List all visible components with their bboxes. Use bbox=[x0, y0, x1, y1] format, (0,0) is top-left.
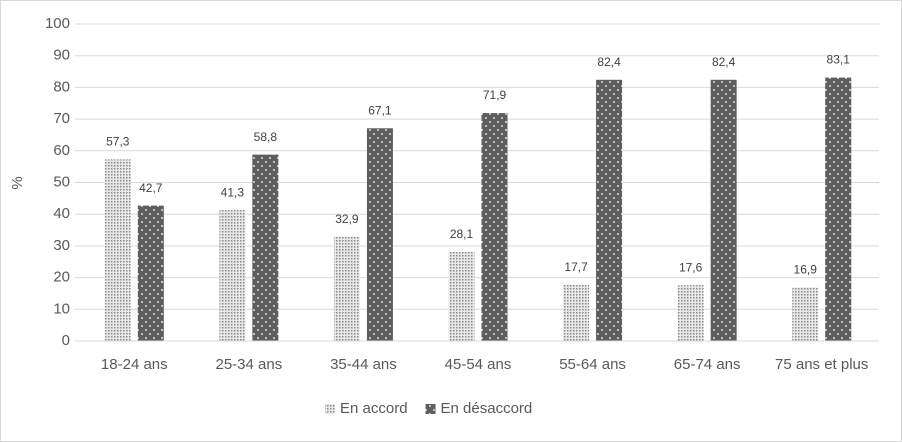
value-label: 17,7 bbox=[564, 260, 588, 274]
y-axis-label: % bbox=[9, 176, 26, 189]
bar bbox=[366, 128, 393, 341]
value-label: 82,4 bbox=[712, 55, 736, 69]
value-label: 83,1 bbox=[827, 53, 851, 67]
legend-swatch bbox=[325, 404, 335, 414]
y-tick-label: 40 bbox=[53, 205, 70, 222]
value-label: 57,3 bbox=[106, 135, 130, 149]
value-label: 58,8 bbox=[254, 130, 278, 144]
y-tick-label: 80 bbox=[53, 78, 70, 95]
value-label: 16,9 bbox=[794, 263, 818, 277]
bar bbox=[333, 236, 360, 341]
legend-swatch bbox=[425, 404, 436, 414]
bar bbox=[596, 79, 623, 342]
value-label: 17,6 bbox=[679, 260, 703, 274]
x-tick-label: 55-64 ans bbox=[559, 356, 626, 373]
x-tick-label: 75 ans et plus bbox=[775, 356, 868, 373]
value-label: 82,4 bbox=[597, 55, 621, 69]
x-tick-label: 65-74 ans bbox=[674, 356, 741, 373]
x-tick-label: 35-44 ans bbox=[330, 356, 397, 373]
value-label: 41,3 bbox=[221, 185, 245, 199]
y-tick-label: 30 bbox=[53, 237, 70, 254]
bar bbox=[481, 113, 508, 342]
value-label: 28,1 bbox=[450, 227, 474, 241]
bar bbox=[825, 77, 852, 341]
x-tick-label: 18-24 ans bbox=[101, 356, 168, 373]
bar bbox=[219, 210, 246, 341]
bar bbox=[137, 205, 164, 341]
bar bbox=[710, 79, 737, 342]
y-tick-label: 90 bbox=[53, 47, 70, 64]
y-tick-label: 70 bbox=[53, 110, 70, 127]
y-tick-label: 60 bbox=[53, 142, 70, 159]
value-label: 71,9 bbox=[483, 88, 507, 102]
y-tick-label: 10 bbox=[53, 300, 70, 317]
x-tick-label: 45-54 ans bbox=[445, 356, 512, 373]
value-label: 42,7 bbox=[139, 181, 163, 195]
legend-label: En accord bbox=[340, 400, 408, 417]
bar bbox=[252, 154, 279, 341]
y-tick-label: 100 bbox=[45, 15, 70, 32]
legend-label: En désaccord bbox=[441, 400, 533, 417]
bar bbox=[677, 285, 704, 341]
y-tick-label: 0 bbox=[62, 332, 70, 349]
y-tick-label: 50 bbox=[53, 173, 70, 190]
x-tick-label: 25-34 ans bbox=[215, 356, 282, 373]
value-label: 32,9 bbox=[335, 212, 359, 226]
y-tick-label: 20 bbox=[53, 269, 70, 286]
bar bbox=[448, 251, 475, 341]
bar bbox=[792, 287, 819, 341]
value-label: 67,1 bbox=[368, 103, 392, 117]
bar bbox=[563, 284, 590, 341]
bar bbox=[104, 159, 131, 341]
